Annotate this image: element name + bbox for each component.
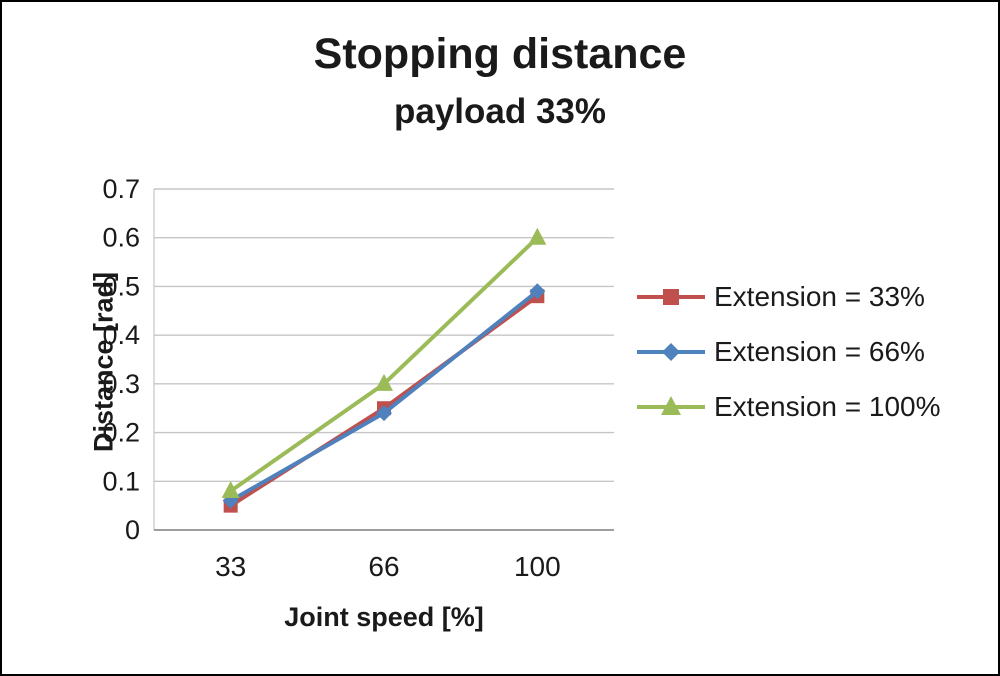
marker-diamond-icon [662, 343, 680, 361]
legend-item: Extension = 33% [634, 278, 941, 316]
marker-diamond-icon [376, 405, 392, 422]
y-tick-label: 0.2 [102, 418, 140, 448]
legend-item: Extension = 66% [634, 333, 941, 371]
legend-marker-square-icon [637, 289, 705, 305]
y-tick-label: 0.3 [102, 369, 140, 399]
marker-triangle-icon [528, 227, 547, 245]
y-axis-title: Distance [rad] [88, 271, 119, 453]
chart-title: Stopping distance [313, 30, 687, 78]
series-line [229, 236, 539, 493]
y-tick-label: 0.4 [102, 320, 140, 350]
legend-label: Extension = 66% [714, 336, 925, 367]
marker-square-icon [663, 289, 679, 305]
marker-triangle-icon [221, 481, 240, 499]
series-line [229, 289, 539, 503]
x-tick-label: 33 [215, 551, 246, 582]
marker-triangle-icon [375, 373, 393, 391]
y-tick-label: 0.5 [102, 271, 140, 301]
x-tick-label: 100 [514, 551, 561, 582]
marker-diamond-icon [529, 283, 546, 300]
x-axis-title: Joint speed [%] [284, 602, 484, 632]
legend: Extension = 33% Extension = 66% Extensio… [634, 278, 941, 426]
y-tick-label: 0.6 [102, 223, 140, 253]
y-tick-label: 0.1 [102, 466, 140, 496]
legend-item: Extension = 100% [634, 388, 941, 426]
legend-marker-diamond-icon [637, 343, 705, 361]
legend-label: Extension = 33% [714, 281, 925, 312]
marker-triangle-icon [661, 396, 681, 415]
y-tick-label: 0.7 [102, 174, 140, 204]
y-tick-label: 0 [125, 515, 140, 545]
legend-label: Extension = 100% [714, 391, 941, 422]
x-tick-label: 66 [368, 551, 399, 582]
legend-marker-triangle-icon [637, 396, 705, 415]
chart-subtitle: payload 33% [393, 92, 607, 131]
